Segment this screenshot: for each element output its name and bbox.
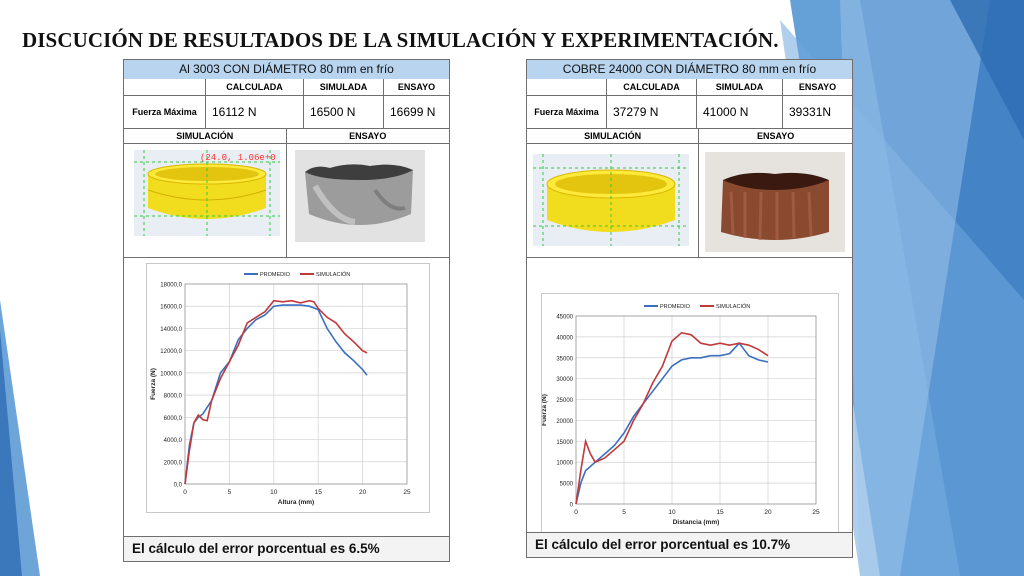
copper-results-panel: COBRE 24000 CON DIÁMETRO 80 mm en frío C… xyxy=(526,59,853,558)
y-tick-label: 35000 xyxy=(556,356,573,362)
legend-label: PROMEDIO xyxy=(660,304,691,310)
section-header-row: SIMULACIÓN ENSAYO xyxy=(124,129,449,144)
y-tick-label: 30000 xyxy=(556,377,573,383)
x-tick-label: 5 xyxy=(622,509,626,516)
error-text: El cálculo del error porcentual es 6.5% xyxy=(124,536,449,561)
x-tick-label: 15 xyxy=(716,509,724,516)
aluminum-results-panel: Al 3003 CON DIÁMETRO 80 mm en frío CALCU… xyxy=(123,59,450,562)
y-tick-label: 2000,0 xyxy=(164,460,183,466)
header-simulada: SIMULADA xyxy=(304,79,384,95)
x-tick-label: 15 xyxy=(315,489,323,496)
header-ensayo: ENSAYO xyxy=(783,79,852,95)
value-calculada: 37279 N xyxy=(607,96,697,128)
table-values-row: Fuerza Máxima 37279 N 41000 N 39331N xyxy=(527,96,852,129)
legend-label: PROMEDIO xyxy=(260,272,291,278)
test-image-cell xyxy=(699,144,852,257)
y-tick-label: 40000 xyxy=(556,335,573,341)
y-tick-label: 18000,0 xyxy=(160,283,182,289)
x-tick-label: 20 xyxy=(359,489,367,496)
images-row: (24.0, 1.06e+0 xyxy=(124,144,449,258)
images-row xyxy=(527,144,852,258)
header-empty-cell xyxy=(124,79,206,95)
y-axis-label: Fuerza (N) xyxy=(150,368,157,400)
simulation-cup-image: (24.0, 1.06e+0 xyxy=(134,150,280,236)
header-calculada: CALCULADA xyxy=(607,79,697,95)
simulation-coordinate-label: (24.0, 1.06e+0 xyxy=(200,153,276,163)
chart-aluminum: 0,0 2000,0 4000,0 6000,0 8000,0 10000,0 12000,… xyxy=(146,263,430,513)
y-tick-label: 45000 xyxy=(556,315,573,321)
simulation-cup-image xyxy=(533,154,689,246)
y-tick-label: 0 xyxy=(570,503,574,509)
y-tick-label: 0,0 xyxy=(174,483,183,489)
error-text: El cálculo del error porcentual es 10.7% xyxy=(527,532,852,557)
x-tick-label: 10 xyxy=(270,489,278,496)
series-line-simulacion xyxy=(575,331,769,505)
panel-title: Al 3003 CON DIÁMETRO 80 mm en frío xyxy=(124,60,449,80)
series-line-promedio xyxy=(575,341,769,505)
series-line-promedio xyxy=(184,304,368,485)
row-label-fuerza-maxima: Fuerza Máxima xyxy=(124,96,206,128)
y-tick-label: 16000,0 xyxy=(160,305,182,311)
value-simulada: 41000 N xyxy=(697,96,783,128)
header-empty-cell xyxy=(527,79,607,95)
y-tick-label: 25000 xyxy=(556,398,573,404)
y-tick-label: 10000,0 xyxy=(160,371,182,377)
x-tick-label: 0 xyxy=(574,509,578,516)
y-tick-label: 6000,0 xyxy=(164,416,183,422)
value-ensayo: 39331N xyxy=(789,105,832,119)
value-ensayo: 16699 N xyxy=(390,105,436,119)
header-simulada: SIMULADA xyxy=(697,79,783,95)
table-header-row: CALCULADA SIMULADA ENSAYO xyxy=(124,79,449,96)
series-line-simulacion xyxy=(184,299,368,485)
y-tick-label: 14000,0 xyxy=(160,327,182,333)
plot-area xyxy=(184,283,408,485)
value-calculada: 16112 N xyxy=(206,96,304,128)
y-tick-label: 15000 xyxy=(556,440,573,446)
header-calculada: CALCULADA xyxy=(206,79,304,95)
x-axis-label: Altura (mm) xyxy=(278,499,314,506)
section-simulacion: SIMULACIÓN xyxy=(527,129,700,143)
header-ensayo: ENSAYO xyxy=(384,79,449,95)
section-ensayo: ENSAYO xyxy=(349,131,387,141)
x-tick-label: 20 xyxy=(764,509,772,516)
table-values-row: Fuerza Máxima 16112 N 16500 N 16699 N xyxy=(124,96,449,129)
slide-title: DISCUCIÓN DE RESULTADOS DE LA SIMULACIÓN… xyxy=(22,28,779,52)
aluminum-cup-photo xyxy=(294,150,425,242)
section-ensayo: ENSAYO xyxy=(757,131,795,141)
panel-title: COBRE 24000 CON DIÁMETRO 80 mm en frío xyxy=(527,60,852,80)
chart-copper-svg: 0 5000 10000 15000 20000 25000 30000 35000 40000… xyxy=(542,303,820,526)
x-tick-label: 0 xyxy=(183,489,187,496)
chart-aluminum-svg: 0,0 2000,0 4000,0 6000,0 8000,0 10000,0 12000,… xyxy=(150,271,411,506)
y-tick-label: 4000,0 xyxy=(164,438,183,444)
y-tick-label: 8000,0 xyxy=(164,394,183,400)
y-tick-label: 10000 xyxy=(556,461,573,467)
legend-label: SIMULACIÓN xyxy=(316,271,350,278)
x-tick-label: 10 xyxy=(668,509,676,516)
table-header-row: CALCULADA SIMULADA ENSAYO xyxy=(527,79,852,96)
value-simulada: 16500 N xyxy=(304,96,384,128)
section-simulacion: SIMULACIÓN xyxy=(124,129,287,143)
y-tick-label: 20000 xyxy=(556,419,573,425)
legend-label: SIMULACIÓN xyxy=(716,303,750,310)
simulation-image-cell xyxy=(527,144,700,257)
section-header-row: SIMULACIÓN ENSAYO xyxy=(527,129,852,144)
x-tick-label: 25 xyxy=(403,489,411,496)
y-axis-label: Fuerza (N) xyxy=(542,394,548,426)
x-tick-label: 5 xyxy=(228,489,232,496)
x-tick-label: 25 xyxy=(812,509,820,516)
y-tick-label: 12000,0 xyxy=(160,349,182,355)
y-tick-label: 5000 xyxy=(560,482,574,488)
x-axis-label: Distancia (mm) xyxy=(673,519,720,526)
plot-area xyxy=(575,315,817,505)
simulation-image-cell: (24.0, 1.06e+0 xyxy=(124,144,287,257)
test-image-cell xyxy=(287,144,450,257)
row-label-fuerza-maxima: Fuerza Máxima xyxy=(527,96,607,128)
chart-copper: 0 5000 10000 15000 20000 25000 30000 35000 40000… xyxy=(541,293,839,533)
copper-cup-photo xyxy=(705,152,846,252)
